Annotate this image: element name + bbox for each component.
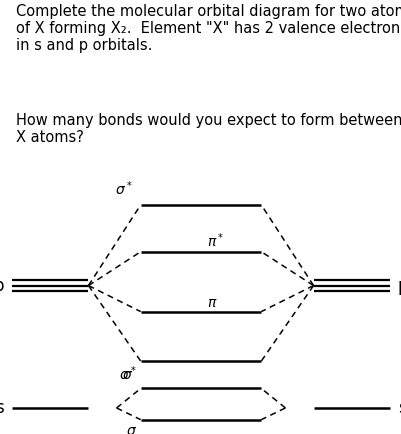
Text: s: s	[0, 399, 4, 417]
Text: Complete the molecular orbital diagram for two atoms
of X forming X₂.  Element ": Complete the molecular orbital diagram f…	[16, 3, 401, 53]
Text: $\pi^*$: $\pi^*$	[207, 232, 224, 250]
Text: $\sigma$: $\sigma$	[125, 424, 136, 434]
Text: How many bonds would you expect to form between 2
X atoms?: How many bonds would you expect to form …	[16, 113, 401, 145]
Text: p: p	[397, 276, 401, 295]
Text: $\sigma$: $\sigma$	[121, 368, 132, 381]
Text: $\pi$: $\pi$	[207, 296, 217, 310]
Text: p: p	[0, 276, 4, 295]
Text: $\sigma^*$: $\sigma^*$	[119, 365, 136, 383]
Text: s: s	[397, 399, 401, 417]
Text: $\sigma^*$: $\sigma^*$	[115, 180, 132, 198]
